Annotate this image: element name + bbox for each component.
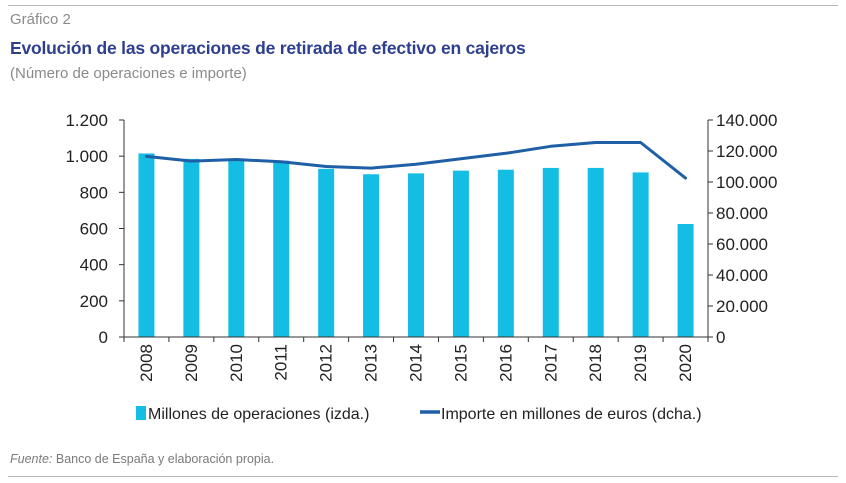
- x-tick-label: 2019: [631, 344, 650, 382]
- bar-2012: [318, 168, 335, 337]
- y-left-tick-label: 0: [99, 328, 108, 347]
- bar-2011: [273, 160, 290, 337]
- axes: 0 200 400 600 800 1.000 1.200 0 20.000 40.000 60.0…: [65, 111, 777, 382]
- y-left-tick-label: 1.000: [65, 147, 108, 166]
- y-right-tick-label: 20.000: [716, 297, 768, 316]
- x-tick-label: 2011: [272, 344, 291, 381]
- y-right-tick-label: 0: [716, 328, 725, 347]
- y-left-tick-label: 600: [80, 220, 108, 239]
- source-label: Fuente:: [10, 452, 53, 466]
- y-right-tick-label: 120.000: [716, 142, 777, 161]
- line-series: [145, 141, 687, 180]
- bar-2015: [452, 170, 469, 337]
- source-text: Banco de España y elaboración propia.: [55, 452, 275, 466]
- y-right-tick-label: 100.000: [716, 173, 777, 192]
- bar-2019: [632, 172, 649, 337]
- y-left-tick-label: 400: [80, 256, 108, 275]
- bar-2008: [138, 153, 155, 337]
- y-right-tick-label: 140.000: [716, 111, 777, 130]
- y-right-tick-label: 60.000: [716, 235, 768, 254]
- x-tick-label: 2017: [541, 344, 560, 382]
- bar-2018: [587, 167, 604, 337]
- chart-title: Evolución de las operaciones de retirada…: [10, 38, 526, 58]
- y-left-tick-label: 1.200: [65, 111, 108, 130]
- bar-series: [138, 153, 694, 337]
- x-tick-label: 2015: [451, 344, 470, 382]
- bar-2010: [228, 158, 245, 337]
- y-right-tick-label: 40.000: [716, 266, 768, 285]
- bar-2020: [677, 223, 694, 337]
- x-tick-label: 2018: [586, 344, 605, 382]
- legend-bar-swatch: [136, 406, 146, 420]
- bar-2014: [408, 173, 424, 337]
- bar-2009: [183, 158, 200, 337]
- x-tick-label: 2013: [362, 344, 381, 382]
- x-tick-label: 2014: [407, 344, 426, 382]
- x-tick-label: 2009: [182, 344, 201, 382]
- x-tick-label: 2012: [317, 344, 336, 382]
- x-tick-label: 2020: [676, 344, 695, 382]
- bottom-rule: [8, 476, 838, 477]
- source-note: Fuente: Banco de España y elaboración pr…: [10, 452, 274, 466]
- bar-2016: [497, 169, 514, 337]
- y-right-tick-label: 80.000: [716, 204, 768, 223]
- importe-line: [145, 141, 687, 180]
- legend: Millones de operaciones (izda.) Importe e…: [136, 406, 702, 423]
- chart-subtitle: (Número de operaciones e importe): [10, 65, 247, 82]
- x-tick-label: 2010: [227, 344, 246, 382]
- bar-2013: [363, 174, 380, 337]
- x-tick-label: 2016: [496, 344, 515, 382]
- legend-bar-label: Millones de operaciones (izda.): [148, 406, 369, 423]
- legend-line-label: Importe en millones de euros (dcha.): [441, 406, 702, 423]
- y-left-tick-label: 200: [80, 292, 108, 311]
- top-rule: [8, 5, 838, 6]
- bar-2017: [542, 167, 559, 337]
- figure-label: Gráfico 2: [10, 11, 71, 28]
- x-tick-label: 2008: [137, 344, 156, 382]
- y-left-tick-label: 800: [80, 183, 108, 202]
